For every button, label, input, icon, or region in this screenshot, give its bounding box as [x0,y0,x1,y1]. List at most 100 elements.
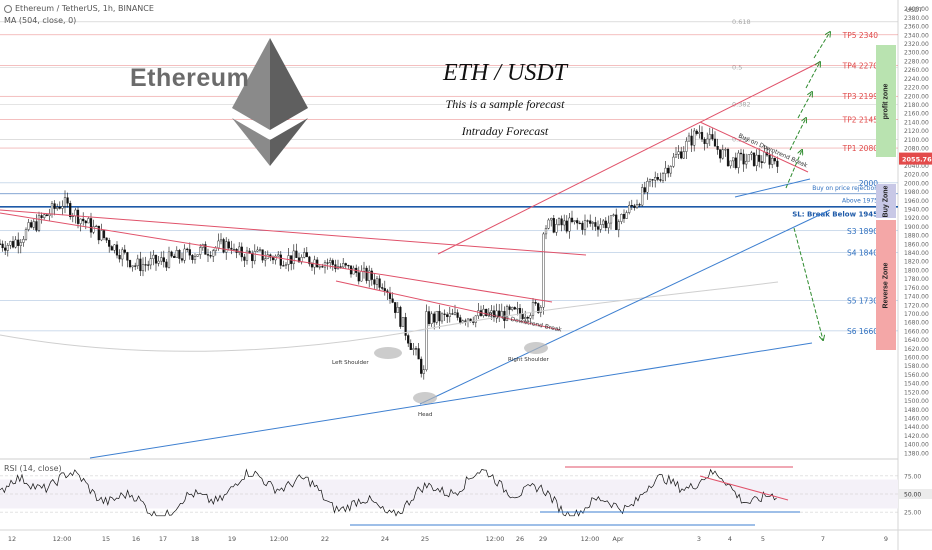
candle [529,313,532,322]
candle-body [1,243,4,249]
candle [334,259,337,273]
candle-body [9,241,12,246]
candle-body [768,154,771,165]
reverse-arrow [793,227,823,340]
price-tick-label: 2240.00 [904,76,929,83]
candle [331,258,334,271]
candle-body [602,220,605,225]
candle-body [295,250,298,258]
candle-body [638,204,641,206]
price-tick-label: 1540.00 [904,381,929,388]
time-tick-label: 24 [381,535,389,543]
candle [537,302,540,314]
candle-body [674,154,678,158]
rsi-line [0,468,777,517]
candle [433,311,436,330]
candle-body [633,205,636,208]
candle [602,218,605,229]
candle-body [144,264,147,266]
buy-zone-band: Buy Zone [876,184,896,218]
candle [336,259,340,270]
candle [594,216,597,231]
fib-level-label: 0.618 [732,18,751,26]
candle [180,252,184,263]
time-tick-label: 9 [884,535,888,543]
candle-body [524,317,527,320]
candle [635,199,639,209]
candle [24,227,28,241]
price-tick-label: 1460.00 [904,415,929,422]
candle-body [61,206,64,209]
candle-body [648,179,652,182]
symbol-label: Ethereum / TetherUS, 1h, BINANCE [15,4,154,13]
candle-body [297,257,301,263]
target-arrow-4 [805,62,820,89]
candle [152,250,155,266]
candle [193,253,197,264]
candle-body [404,317,407,336]
candle-body [646,181,649,193]
candle-body [391,298,394,303]
candle [771,151,774,169]
candle-body [713,138,717,147]
candle-body [661,173,665,181]
fib-level-label: 0.382 [732,100,751,108]
candle-body [414,348,418,350]
candle [589,214,592,227]
candle [386,288,389,301]
candle [160,251,163,266]
ethereum-logo-icon [232,38,308,166]
price-tick-label: 1560.00 [904,372,929,379]
target-label: TP4 2270 [842,61,879,70]
candle [401,317,405,327]
candle-body [264,258,267,261]
candle [245,246,249,265]
candle [664,161,667,182]
chart-subtitle: This is a sample forecast [445,97,565,111]
candle [30,219,33,229]
candle-body [37,215,41,231]
candle [526,315,529,324]
candle [654,171,657,188]
candle-body [581,222,584,230]
price-axis-strip [898,0,932,550]
buy-rejection-label: Buy on price rejection [812,185,878,192]
candle [22,235,25,247]
current-price-label: 2055.76 [902,156,932,164]
candle [407,333,410,347]
candle-body [672,156,675,167]
reverse-zone-band: Reverse Zone [876,220,896,350]
candle [622,209,626,223]
candle-body [162,257,165,263]
candle-body [134,265,137,267]
rsi-band [0,479,898,509]
candle [422,365,425,380]
candle-body [456,312,459,318]
candle [196,254,199,257]
candle [604,217,607,232]
candle-body [518,308,522,315]
time-tick-label: 5 [761,535,765,543]
candle-body [667,167,670,174]
candle [706,132,709,149]
candle [404,312,407,341]
candle [615,208,618,230]
candle [737,150,740,174]
left-shoulder-label: Left Shoulder [332,360,369,366]
candle [141,257,145,277]
support-label: S3 1890 [847,227,878,236]
candle [394,302,397,319]
candle-body [651,179,654,181]
target-label: TP5 2340 [842,31,879,40]
candle-body [157,260,160,264]
candle [108,237,111,253]
candle-body [121,249,124,260]
candle-body [430,313,433,324]
candle-body [167,251,171,268]
candle [261,249,264,263]
candle [399,305,402,329]
right-shoulder-marker [524,342,548,354]
candle-body [599,224,602,230]
price-tick-label: 1700.00 [904,311,929,318]
candle-body [596,226,600,230]
